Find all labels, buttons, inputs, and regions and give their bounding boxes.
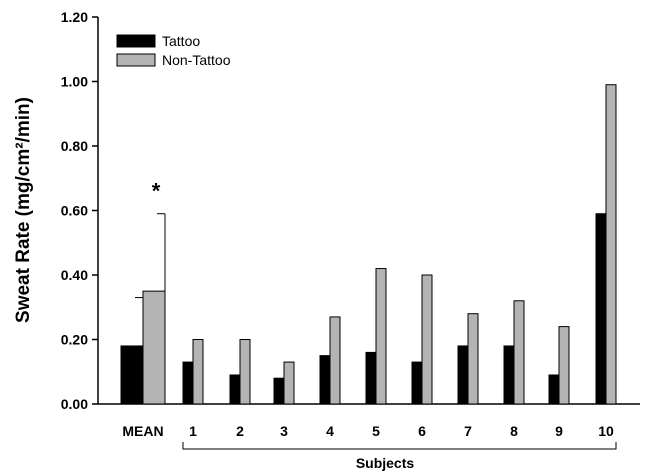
bar-non-tattoo	[558, 326, 570, 405]
legend-label-non-tattoo: Non-Tattoo	[162, 52, 231, 68]
y-tick-label: 0.80	[61, 138, 88, 154]
bars	[120, 84, 617, 405]
x-tick-label: 2	[236, 423, 244, 439]
x-tick-label: 5	[372, 423, 380, 439]
bar-tattoo	[365, 351, 377, 405]
x-axis-label: Subjects	[356, 455, 415, 471]
legend-swatch-non-tattoo	[116, 53, 156, 67]
bar-tattoo	[457, 345, 469, 405]
bar-tattoo	[503, 345, 515, 405]
bar-non-tattoo	[605, 84, 617, 405]
legend: Tattoo Non-Tattoo	[116, 33, 231, 68]
bar-non-tattoo	[467, 313, 479, 405]
x-tick-label: MEAN	[122, 423, 163, 439]
x-tick-label: 10	[598, 423, 614, 439]
x-tick-label: 3	[280, 423, 288, 439]
x-tick-label: 4	[326, 423, 334, 439]
y-tick-label: 1.00	[61, 74, 88, 90]
x-tick-label: 7	[464, 423, 472, 439]
y-tick-label: 0.60	[61, 203, 88, 219]
significance-marker: *	[152, 179, 161, 204]
labels: 0.00 0.20 0.40 0.60 0.80 1.00 1.20 MEAN 1 2 3 4 5 6 7 8…	[61, 9, 614, 439]
bar-tattoo	[273, 377, 285, 405]
y-tick-label: 1.20	[61, 9, 88, 25]
bar-tattoo	[229, 374, 241, 405]
bar-tattoo	[548, 374, 560, 405]
y-tick-label: 0.20	[61, 332, 88, 348]
bar-non-tattoo	[192, 339, 204, 405]
bar-tattoo	[120, 345, 144, 405]
x-tick-label: 1	[189, 423, 197, 439]
bar-tattoo	[182, 361, 194, 405]
bar-non-tattoo	[239, 339, 251, 405]
bar-non-tattoo	[513, 300, 525, 405]
bar-non-tattoo	[421, 274, 433, 405]
bar-tattoo	[595, 213, 607, 405]
bar-non-tattoo	[375, 268, 387, 405]
y-tick-label: 0.40	[61, 267, 88, 283]
y-tick-label: 0.00	[61, 396, 88, 412]
bar-non-tattoo	[329, 316, 341, 405]
x-tick-label: 9	[555, 423, 563, 439]
bar-non-tattoo	[283, 361, 295, 405]
bar-tattoo	[411, 361, 423, 405]
legend-swatch-tattoo	[116, 34, 156, 48]
x-tick-label: 6	[418, 423, 426, 439]
legend-label-tattoo: Tattoo	[162, 33, 200, 49]
x-tick-label: 8	[510, 423, 518, 439]
bar-tattoo	[319, 355, 331, 405]
bar-non-tattoo	[142, 290, 166, 405]
y-axis-label: Sweat Rate (mg/cm²/min)	[13, 97, 34, 323]
subjects-bracket	[182, 442, 617, 450]
